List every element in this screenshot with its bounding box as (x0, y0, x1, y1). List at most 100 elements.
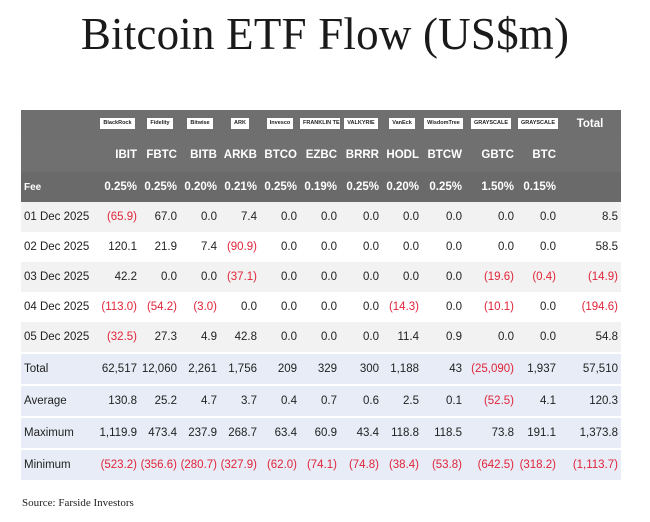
flow-cell: 0.0 (300, 292, 340, 322)
issuer-logo-cell: VanEck (382, 110, 422, 138)
issuer-logo-cell: Fidelity (140, 110, 180, 138)
row-total-cell: 8.5 (559, 202, 621, 232)
stat-cell: 73.8 (465, 416, 517, 449)
fee-cell: 0.25% (260, 172, 300, 202)
flow-cell: 0.0 (382, 202, 422, 232)
stat-cell: 2,261 (180, 352, 220, 385)
stat-cell: 0.6 (340, 384, 382, 417)
stat-cell: (642.5) (465, 448, 517, 480)
flow-cell: 0.0 (180, 262, 220, 292)
stat-cell: 63.4 (260, 416, 300, 449)
date-cell: 04 Dec 2025 (21, 292, 95, 322)
table-row: 01 Dec 2025 (65.9) 67.0 0.0 7.4 0.0 0.0 0.0 0.0 0… (21, 202, 621, 232)
issuer-logo: Bitwise (187, 118, 213, 130)
stat-total-cell: 1,373.8 (559, 416, 621, 449)
flow-cell: 67.0 (140, 202, 180, 232)
issuer-logo-cell: FRANKLIN TEMPLETON (300, 110, 340, 138)
issuer-logo: ARK (231, 118, 249, 130)
stat-total-cell: 120.3 (559, 384, 621, 417)
flow-cell: 21.9 (140, 232, 180, 262)
ticker-header: GBTC (465, 138, 517, 172)
ticker-header: EZBC (300, 138, 340, 172)
fee-total (559, 172, 621, 202)
issuer-logo-cell: Bitwise (180, 110, 220, 138)
stat-cell: 1,188 (382, 352, 422, 385)
stat-row: Maximum 1,119.9 473.4 237.9 268.7 63.4 60.9 43.… (21, 416, 621, 449)
flow-cell: (65.9) (95, 202, 140, 232)
stat-cell: (62.0) (260, 448, 300, 480)
stat-row: Average 130.8 25.2 4.7 3.7 0.4 0.7 0.6 2.5 0.1 (52… (21, 384, 621, 417)
flow-cell: (54.2) (140, 292, 180, 322)
stat-label: Total (21, 352, 95, 385)
stat-cell: (327.9) (220, 448, 260, 480)
fee-cell: 0.20% (180, 172, 220, 202)
issuer-logo-cell: VALKYRIE (340, 110, 382, 138)
ticker-header: IBIT (95, 138, 140, 172)
row-total-cell: (14.9) (559, 262, 621, 292)
fee-row: Fee 0.25% 0.25% 0.20% 0.21% 0.25% 0.19% 0.25% 0.… (21, 172, 621, 202)
stat-cell: (74.8) (340, 448, 382, 480)
row-total-cell: 58.5 (559, 232, 621, 262)
flow-cell: 0.0 (422, 202, 465, 232)
stat-cell: 1,937 (517, 352, 559, 385)
flow-cell: 0.0 (340, 202, 382, 232)
fee-cell: 0.15% (517, 172, 559, 202)
fee-cell: 0.25% (340, 172, 382, 202)
ticker-header: HODL (382, 138, 422, 172)
stat-row: Total 62,517 12,060 2,261 1,756 209 329 300 1,18… (21, 352, 621, 385)
row-total-cell: (194.6) (559, 292, 621, 322)
flow-cell: 0.0 (517, 232, 559, 262)
ticker-header: BTCW (422, 138, 465, 172)
issuer-logo-cell: Invesco (260, 110, 300, 138)
flow-cell: 42.8 (220, 322, 260, 353)
flow-cell: (14.3) (382, 292, 422, 322)
flow-cell: 0.0 (422, 262, 465, 292)
stat-cell: 4.7 (180, 384, 220, 417)
stat-cell: 3.7 (220, 384, 260, 417)
issuer-logo-cell: GRAYSCALE (517, 110, 559, 138)
stat-cell: 191.1 (517, 416, 559, 449)
flow-cell: 0.0 (340, 232, 382, 262)
issuer-logo: BlackRock (100, 118, 135, 130)
stat-cell: (25,090) (465, 352, 517, 385)
table-row: 02 Dec 2025 120.1 21.9 7.4 (90.9) 0.0 0.0 0.0 0.… (21, 232, 621, 262)
flow-cell: 0.0 (422, 292, 465, 322)
flow-cell: (37.1) (220, 262, 260, 292)
logo-corner (21, 110, 95, 138)
stat-cell: 0.4 (260, 384, 300, 417)
stat-cell: (523.2) (95, 448, 140, 480)
logo-row: BlackRock Fidelity Bitwise ARK Invesco FRANKL… (21, 110, 621, 138)
flow-cell: 7.4 (220, 202, 260, 232)
flow-cell: 0.0 (260, 202, 300, 232)
stat-cell: 329 (300, 352, 340, 385)
table-row: 03 Dec 2025 42.2 0.0 0.0 (37.1) 0.0 0.0 0.0 0.0 0… (21, 262, 621, 292)
fee-cell: 0.19% (300, 172, 340, 202)
fee-label: Fee (21, 172, 95, 202)
flow-cell: 0.0 (180, 202, 220, 232)
stat-cell: 300 (340, 352, 382, 385)
stat-cell: 43.4 (340, 416, 382, 449)
flow-cell: 0.0 (220, 292, 260, 322)
stat-cell: (280.7) (180, 448, 220, 480)
stat-cell: 4.1 (517, 384, 559, 417)
ticker-header: BITB (180, 138, 220, 172)
flow-cell: 0.0 (465, 232, 517, 262)
flow-cell: (113.0) (95, 292, 140, 322)
stat-cell: 60.9 (300, 416, 340, 449)
issuer-logo: FRANKLIN TEMPLETON (300, 118, 340, 130)
issuer-logo: VanEck (389, 118, 415, 130)
flow-cell: 0.0 (465, 322, 517, 353)
stat-label: Average (21, 384, 95, 417)
stat-cell: 1,119.9 (95, 416, 140, 449)
flow-cell: 0.0 (260, 262, 300, 292)
row-total-cell: 54.8 (559, 322, 621, 353)
flow-cell: (10.1) (465, 292, 517, 322)
fee-cell: 0.25% (422, 172, 465, 202)
stat-cell: 1,756 (220, 352, 260, 385)
stat-label: Maximum (21, 416, 95, 449)
stat-cell: 2.5 (382, 384, 422, 417)
date-cell: 02 Dec 2025 (21, 232, 95, 262)
flow-cell: 0.0 (260, 322, 300, 353)
stat-row: Minimum (523.2) (356.6) (280.7) (327.9) (62.0… (21, 448, 621, 480)
stat-cell: 62,517 (95, 352, 140, 385)
